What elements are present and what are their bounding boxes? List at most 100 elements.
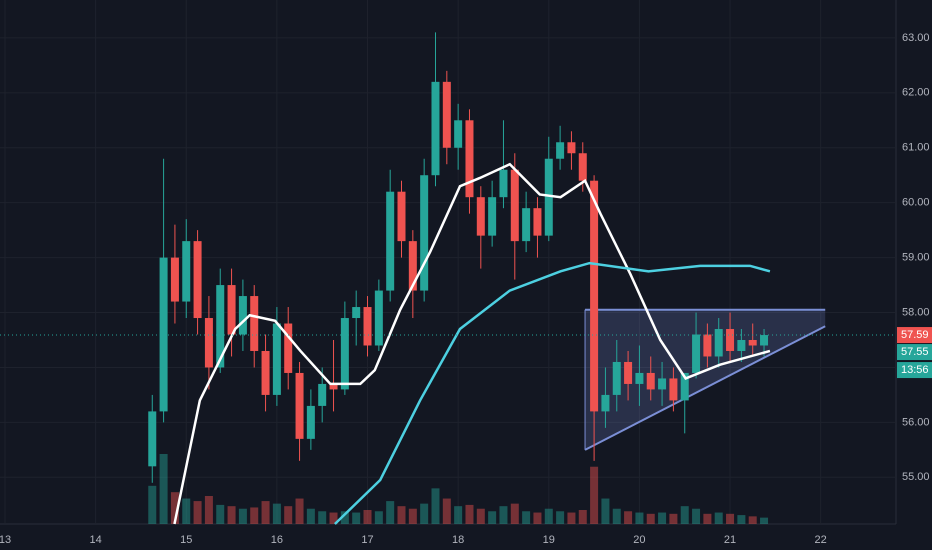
bid-price-label: 57.55 [901, 346, 929, 358]
candle-body [374, 290, 383, 346]
candle-body [488, 197, 497, 236]
triangle-lower [584, 325, 826, 451]
volume-bar [329, 512, 338, 524]
y-tick-label: 59.00 [902, 252, 930, 264]
candle-body [748, 339, 757, 346]
y-tick-label: 58.00 [902, 306, 930, 318]
volume-bar [658, 512, 667, 524]
candle-body [329, 383, 338, 390]
x-tick-label: 18 [452, 534, 464, 546]
bid-price-tag [897, 344, 932, 361]
candle-body [737, 339, 746, 351]
candle-body [499, 169, 508, 198]
countdown-tag [897, 362, 932, 379]
x-tick-label: 14 [89, 534, 101, 546]
x-tick-label: 19 [543, 534, 555, 546]
volume-bar [499, 506, 508, 524]
x-tick-label: 22 [815, 534, 827, 546]
x-tick-label: 20 [633, 534, 645, 546]
volume-bar [488, 511, 497, 524]
volume-bar [182, 498, 191, 524]
candle-body [170, 257, 179, 302]
last-price-label: 57.59 [901, 329, 929, 341]
volume-bar [340, 511, 349, 524]
volume-bar [669, 513, 678, 524]
volume-bar [703, 513, 712, 524]
volume-bar [420, 503, 429, 524]
candle-body [590, 180, 599, 412]
candle-body [658, 378, 667, 390]
moving-average [334, 261, 771, 525]
volume-bar [352, 512, 361, 524]
volume-bar [692, 508, 701, 524]
volume-bar [170, 492, 179, 524]
candle-body [635, 372, 644, 384]
candle-body [397, 191, 406, 242]
x-tick-label: 17 [361, 534, 373, 546]
last-price-tag [897, 327, 932, 344]
candle-body [556, 142, 565, 159]
candle-body [578, 153, 587, 181]
candle-body [204, 318, 213, 368]
candle-body [284, 323, 293, 373]
y-tick-label: 56.00 [902, 416, 930, 428]
candle-body [567, 142, 576, 154]
volume-bar [680, 506, 689, 524]
volume-bar [612, 508, 621, 524]
x-tick-label: 21 [724, 534, 736, 546]
volume-bar [408, 508, 417, 524]
volume-bar [737, 515, 746, 524]
volume-bar [510, 503, 519, 524]
volume-bar [635, 512, 644, 524]
candle-body [431, 81, 440, 176]
volume-bar [544, 508, 553, 524]
volume-bar [726, 513, 735, 524]
volume-bar [227, 506, 236, 524]
volume-bar [250, 507, 259, 524]
candle-body [624, 361, 633, 384]
candle-body [295, 372, 304, 439]
x-tick-label: 15 [180, 534, 192, 546]
candle-body [261, 350, 270, 395]
candle-body [318, 383, 327, 406]
moving-average [173, 162, 771, 525]
volume-bar [216, 504, 225, 524]
volume-bar [238, 508, 247, 524]
volume-bar [522, 511, 531, 524]
candle-body [601, 394, 610, 412]
volume-bar [193, 501, 202, 524]
candle-body [646, 372, 655, 390]
candle-body [352, 307, 361, 319]
candle-body [465, 120, 474, 198]
candle-body [306, 405, 315, 439]
y-tick-label: 55.00 [902, 471, 930, 483]
volume-bar [748, 516, 757, 524]
candle-body [159, 257, 168, 412]
y-tick-label: 60.00 [902, 197, 930, 209]
volume-bar [760, 517, 769, 524]
volume-bar [374, 511, 383, 524]
candle-body [408, 241, 417, 291]
volume-bar [442, 498, 451, 524]
candle-body [193, 241, 202, 319]
volume-bar [533, 512, 542, 524]
volume-bar [386, 501, 395, 524]
volume-bar [284, 506, 293, 524]
candle-body [227, 285, 236, 335]
candle-body [669, 378, 678, 401]
candle-body [216, 285, 225, 368]
volume-bar [363, 510, 372, 524]
candle-body [703, 334, 712, 357]
candle-body [510, 169, 519, 242]
volume-bar [318, 511, 327, 524]
volume-bar [261, 501, 270, 524]
volume-bar [590, 466, 599, 524]
volume-bar [306, 508, 315, 524]
y-tick-label: 63.00 [902, 32, 930, 44]
volume-bar [578, 510, 587, 524]
volume-bar [714, 512, 723, 524]
candle-body [760, 335, 769, 346]
volume-bar [624, 511, 633, 524]
